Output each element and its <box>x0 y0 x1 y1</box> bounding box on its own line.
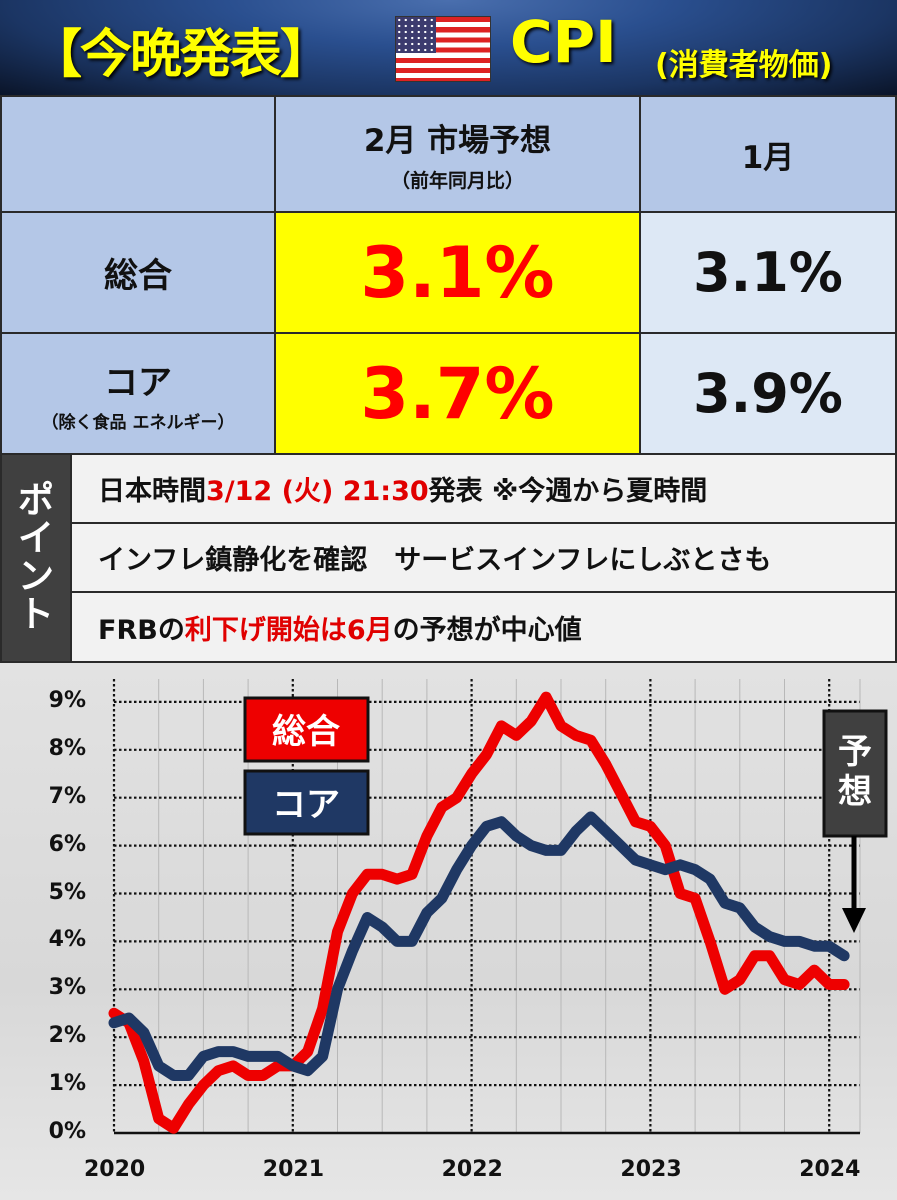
indicator-name: CPI <box>510 8 617 76</box>
title-banner: 【今晩発表】 CPI (消費者物価) <box>0 0 897 95</box>
point-highlight: 3/12 (火) 21:30 <box>206 476 429 507</box>
previous-value: 3.9% <box>693 362 843 425</box>
forecast-cell: 3.1% <box>274 211 641 334</box>
series-line-headline <box>108 691 850 1134</box>
tab-char: ポ <box>17 480 54 522</box>
forecast-header-sublabel: （前年同月比） <box>390 170 524 192</box>
table-header-row: 2月 市場予想 （前年同月比） 1月 <box>0 95 897 213</box>
svg-text:想: 想 <box>838 772 872 812</box>
tab-char: ン <box>17 556 54 597</box>
indicator-subtitle: (消費者物価) <box>655 48 833 83</box>
forecast-cell: 3.7% <box>274 332 641 455</box>
legend-label: コア <box>272 785 340 825</box>
forecast-header-label: 2月 市場予想 <box>363 123 552 159</box>
cpi-line-chart: 0% 1% 2% 3% 4% 5% 6% 7% 8% 9% 2020 2021 2022 2023 202… <box>0 663 897 1200</box>
x-tick-label: 2021 <box>262 1157 325 1182</box>
y-tick-label: 2% <box>48 1023 86 1049</box>
key-points-panel: ポ イ ン ト 日本時間 3/12 (火) 21:30 発表 ※今週から夏時間 … <box>0 453 897 663</box>
column-header-forecast: 2月 市場予想 （前年同月比） <box>274 95 641 213</box>
forecast-value: 3.7% <box>360 352 555 435</box>
y-tick-label: 6% <box>48 831 86 857</box>
y-tick-label: 1% <box>48 1071 86 1097</box>
y-tick-label: 7% <box>48 783 86 809</box>
legend-item-headline <box>243 696 370 763</box>
us-flag-icon <box>395 16 491 82</box>
y-tick-label: 3% <box>48 975 86 1001</box>
point-text: 日本時間 <box>98 476 206 507</box>
row-sublabel: （除く食品 エネルギー） <box>41 412 235 433</box>
tab-char: イ <box>17 518 54 560</box>
point-highlight: 利下げ開始は6月 <box>184 614 393 646</box>
series-line-core <box>108 811 850 1081</box>
column-header-previous: 1月 <box>639 95 897 213</box>
previous-cell: 3.9% <box>639 332 897 455</box>
point-text: FRBの <box>98 614 185 646</box>
y-tick-label: 8% <box>48 735 86 761</box>
row-label: コア <box>104 362 172 403</box>
previous-header-label: 1月 <box>741 139 795 176</box>
point-text: インフレ鎮静化を確認 サービスインフレにしぶとさも <box>98 545 772 576</box>
table-row-core: コア （除く食品 エネルギー） 3.7% 3.9% <box>0 332 897 455</box>
arrow-down-icon <box>842 908 866 933</box>
x-tick-label: 2020 <box>84 1157 146 1182</box>
x-tick-label: 2023 <box>620 1157 682 1182</box>
x-tick-label: 2022 <box>441 1157 503 1182</box>
y-tick-label: 5% <box>48 879 86 905</box>
row-label-cell: 総合 <box>0 211 276 334</box>
y-tick-label: 4% <box>48 927 86 953</box>
legend-item-core <box>243 769 370 836</box>
row-label: 総合 <box>104 256 172 296</box>
table-row-headline: 総合 3.1% 3.1% <box>0 211 897 334</box>
point-text: 発表 ※今週から夏時間 <box>428 476 708 507</box>
point-item-inflation: インフレ鎮静化を確認 サービスインフレにしぶとさも <box>72 524 895 593</box>
points-tab-label: ポ イ ン ト <box>2 455 72 661</box>
row-label-cell: コア （除く食品 エネルギー） <box>0 332 276 455</box>
point-item-release-time: 日本時間 3/12 (火) 21:30 発表 ※今週から夏時間 <box>72 455 895 524</box>
x-tick-label: 2024 <box>799 1157 861 1182</box>
y-tick-label: 9% <box>48 687 86 713</box>
previous-value: 3.1% <box>693 241 843 304</box>
point-item-frb: FRBの 利下げ開始は6月 の予想が中心値 <box>72 593 895 661</box>
forecast-value: 3.1% <box>360 231 555 314</box>
corner-cell <box>0 95 276 213</box>
y-tick-label: 0% <box>48 1119 86 1144</box>
banner-title: 【今晩発表】 <box>30 25 332 85</box>
tab-char: ト <box>17 593 54 635</box>
legend-label: 総合 <box>272 712 340 752</box>
cpi-comparison-table: 2月 市場予想 （前年同月比） 1月 総合 3.1% 3.1% コア （除く食品… <box>0 95 897 455</box>
svg-text:予: 予 <box>838 732 872 772</box>
point-text: の予想が中心値 <box>392 614 582 646</box>
previous-cell: 3.1% <box>639 211 897 334</box>
